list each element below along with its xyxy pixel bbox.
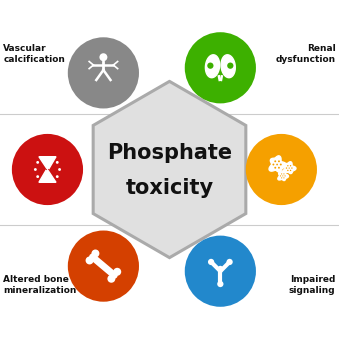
Polygon shape: [39, 157, 56, 182]
Text: toxicity: toxicity: [125, 178, 214, 198]
Polygon shape: [46, 169, 49, 170]
Circle shape: [291, 167, 293, 169]
Circle shape: [56, 161, 59, 164]
Circle shape: [68, 231, 139, 302]
Text: Altered bone
mineralization: Altered bone mineralization: [3, 275, 77, 295]
Circle shape: [273, 163, 274, 165]
Circle shape: [107, 275, 115, 283]
Polygon shape: [205, 55, 220, 78]
Circle shape: [226, 259, 233, 265]
Circle shape: [56, 175, 59, 178]
Circle shape: [50, 157, 53, 159]
Text: Renal
dysfunction: Renal dysfunction: [276, 44, 336, 64]
Circle shape: [274, 167, 276, 169]
Polygon shape: [91, 250, 120, 278]
Circle shape: [274, 160, 276, 162]
Circle shape: [290, 170, 291, 171]
Circle shape: [246, 134, 317, 205]
Circle shape: [276, 164, 278, 165]
Circle shape: [227, 62, 234, 69]
Text: Phosphate: Phosphate: [107, 143, 232, 162]
Circle shape: [290, 165, 291, 166]
Circle shape: [58, 168, 61, 171]
Polygon shape: [221, 55, 235, 78]
Circle shape: [281, 173, 282, 175]
Circle shape: [287, 165, 288, 166]
Polygon shape: [258, 161, 290, 178]
Circle shape: [282, 175, 283, 177]
Polygon shape: [39, 161, 71, 178]
Circle shape: [278, 160, 280, 162]
Circle shape: [92, 250, 99, 257]
Polygon shape: [204, 255, 233, 283]
Text: Vascular
calcification: Vascular calcification: [3, 44, 65, 64]
Circle shape: [218, 266, 223, 271]
Circle shape: [217, 281, 223, 287]
Circle shape: [85, 257, 94, 264]
Circle shape: [36, 175, 39, 178]
Polygon shape: [204, 56, 233, 84]
Circle shape: [113, 268, 121, 276]
Circle shape: [12, 134, 83, 205]
Circle shape: [99, 53, 107, 61]
Circle shape: [68, 37, 139, 108]
Circle shape: [281, 177, 282, 178]
Circle shape: [288, 167, 290, 169]
Circle shape: [50, 180, 53, 182]
Circle shape: [185, 32, 256, 103]
Text: Impaired
signaling: Impaired signaling: [289, 275, 336, 295]
Circle shape: [42, 180, 45, 182]
Circle shape: [283, 177, 284, 178]
Polygon shape: [283, 162, 296, 174]
Circle shape: [280, 163, 282, 165]
Polygon shape: [278, 171, 288, 181]
Circle shape: [207, 62, 214, 69]
Circle shape: [287, 170, 288, 171]
Polygon shape: [91, 61, 120, 89]
Circle shape: [286, 167, 287, 169]
Polygon shape: [93, 81, 246, 258]
Circle shape: [42, 157, 45, 159]
Circle shape: [283, 173, 284, 175]
Circle shape: [36, 161, 39, 164]
Circle shape: [34, 168, 37, 171]
Polygon shape: [269, 156, 286, 172]
Circle shape: [185, 236, 256, 307]
Circle shape: [280, 175, 281, 177]
Circle shape: [278, 167, 280, 169]
Circle shape: [284, 175, 286, 177]
Circle shape: [208, 259, 214, 265]
